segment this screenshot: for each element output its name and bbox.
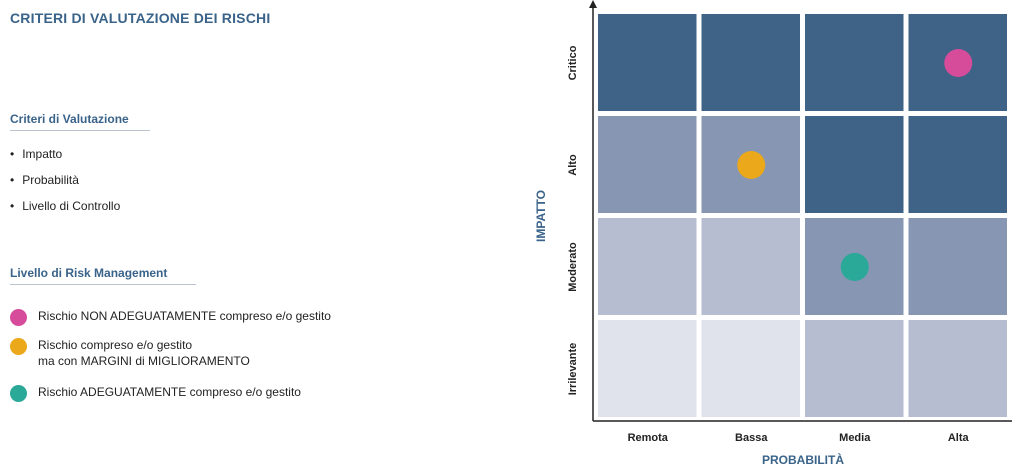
y-tick-label-irrilevante: Irrilevante [567,343,579,396]
risk-marker-critico-alta [944,49,973,77]
matrix-cell-moderato-alta [908,218,1007,315]
legend-item-not-adequate: Rischio NON ADEGUATAMENTE compreso e/o g… [10,308,458,326]
y-tick-label-moderato: Moderato [567,242,579,292]
matrix-cell-alto-remota [598,116,697,213]
matrix-cell-irrilevante-media [805,320,904,417]
x-axis-title: PROBABILITÀ [762,452,844,467]
legend-dot-teal [10,385,27,402]
matrix-cell-critico-bassa [701,14,800,111]
x-tick-label-remota: Remota [628,432,669,444]
legend-text: Rischio NON ADEGUATAMENTE compreso e/o g… [38,309,331,323]
matrix-cell-alto-alta [908,116,1007,213]
legend-item-improvable: Rischio compreso e/o gestito ma con MARG… [10,337,458,369]
legend-item-adequate: Rischio ADEGUATAMENTE compreso e/o gesti… [10,384,458,402]
x-tick-label-alta: Alta [948,432,970,444]
criteria-heading: Criteri di Valutazione [10,112,150,131]
y-axis-title: IMPATTO [534,190,548,242]
matrix-cell-irrilevante-alta [908,320,1007,417]
x-tick-label-media: Media [839,432,871,444]
y-axis-arrow-icon [589,0,597,8]
risk-marker-alto-bassa [737,151,766,179]
criteria-item-probabilita: Probabilità [10,172,120,198]
matrix-cell-alto-media [805,116,904,213]
legend-dot-magenta [10,309,27,326]
matrix-cell-irrilevante-bassa [701,320,800,417]
matrix-cell-critico-remota [598,14,697,111]
criteria-list: Impatto Probabilità Livello di Controllo [10,146,120,224]
matrix-cell-moderato-bassa [701,218,800,315]
criteria-item-impatto: Impatto [10,146,120,172]
matrix-cell-critico-media [805,14,904,111]
legend-text: Rischio compreso e/o gestito [38,338,193,352]
page-title: CRITERI DI VALUTAZIONE DEI RISCHI [10,10,271,26]
matrix-cell-irrilevante-remota [598,320,697,417]
y-tick-label-critico: Critico [567,45,579,80]
criteria-item-controllo: Livello di Controllo [10,198,120,224]
legend-text-second-line: ma con MARGINI di MIGLIORAMENTO [38,354,250,368]
legend-text: Rischio ADEGUATAMENTE compreso e/o gesti… [38,385,301,399]
legend-dot-orange [10,338,27,355]
matrix-cell-moderato-remota [598,218,697,315]
risk-marker-moderato-media [840,253,869,281]
risk-management-heading: Livello di Risk Management [10,266,196,285]
x-tick-label-bassa: Bassa [735,432,768,444]
y-tick-label-alto: Alto [567,154,579,176]
